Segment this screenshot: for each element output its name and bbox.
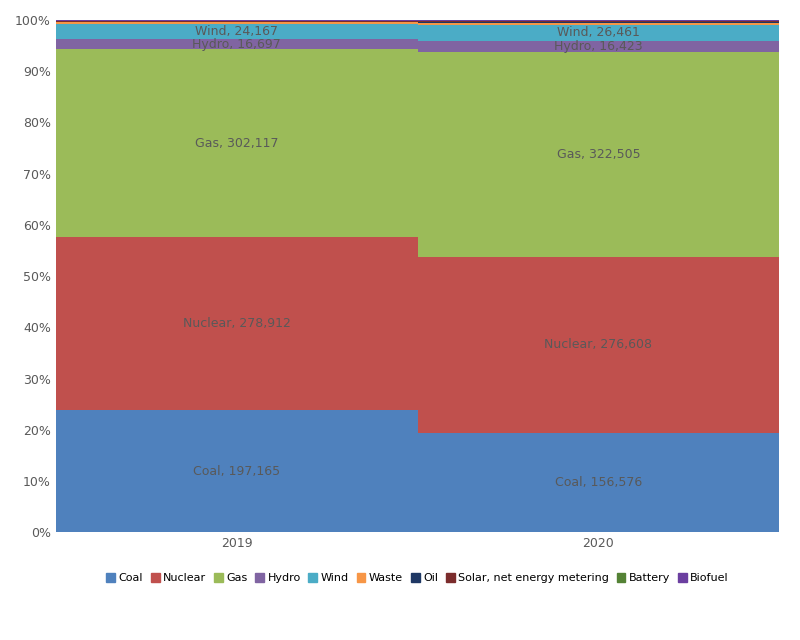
Bar [56, 24, 418, 39]
Bar [56, 39, 418, 49]
Bar [418, 257, 779, 433]
Bar [418, 52, 779, 257]
Bar [418, 433, 779, 532]
Bar [56, 21, 418, 22]
Text: Coal, 197,165: Coal, 197,165 [193, 465, 280, 478]
Text: Wind, 24,167: Wind, 24,167 [195, 25, 278, 38]
Text: Gas, 322,505: Gas, 322,505 [557, 148, 640, 161]
Bar [418, 24, 779, 42]
Text: Gas, 302,117: Gas, 302,117 [195, 137, 278, 150]
Bar [56, 237, 418, 410]
Legend: Coal, Nuclear, Gas, Hydro, Wind, Waste, Oil, Solar, net energy metering, Battery: Coal, Nuclear, Gas, Hydro, Wind, Waste, … [102, 569, 734, 588]
Text: Coal, 156,576: Coal, 156,576 [554, 476, 642, 489]
Bar [56, 410, 418, 532]
Text: Wind, 26,461: Wind, 26,461 [557, 26, 640, 40]
Text: Hydro, 16,697: Hydro, 16,697 [192, 38, 281, 51]
Bar [418, 42, 779, 52]
Text: Nuclear, 278,912: Nuclear, 278,912 [182, 317, 290, 330]
Bar [418, 23, 779, 24]
Text: Hydro, 16,423: Hydro, 16,423 [554, 40, 642, 53]
Bar [56, 49, 418, 237]
Bar [56, 22, 418, 24]
Text: Nuclear, 276,608: Nuclear, 276,608 [545, 339, 653, 351]
Bar [418, 21, 779, 22]
